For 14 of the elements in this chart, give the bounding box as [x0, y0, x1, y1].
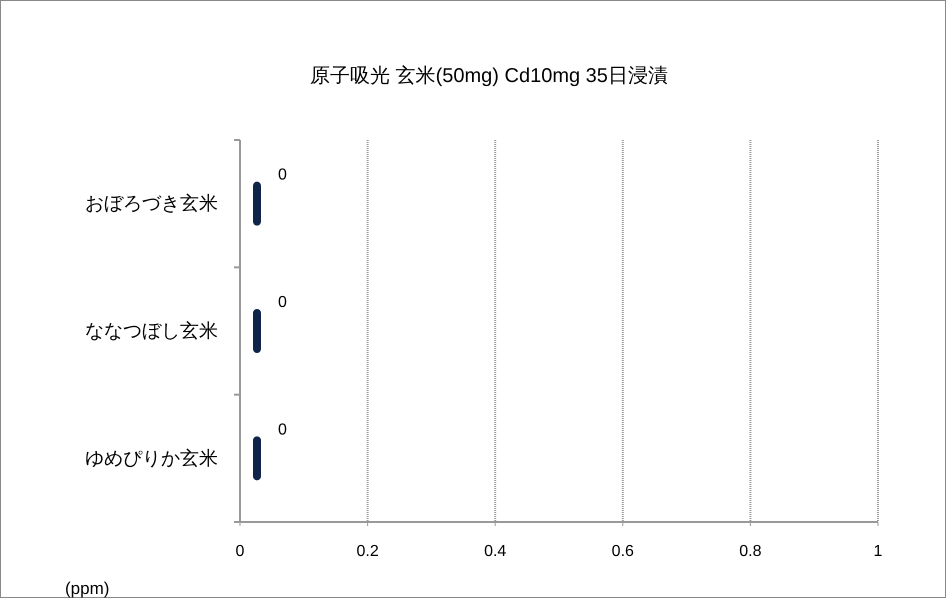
x-tick-label: 0.4 [484, 543, 506, 560]
y-tick-label: おぼろづき玄米 [85, 192, 218, 215]
x-tick-label: 0.2 [356, 543, 379, 560]
data-label: 0 [278, 294, 287, 311]
y-tick-label: ななつぼし玄米 [85, 320, 218, 342]
x-tick-label: 1 [874, 543, 883, 560]
x-tick-label: 0 [236, 543, 245, 560]
y-tick-label: ゆめぴりか玄米 [85, 447, 218, 470]
data-label: 0 [278, 421, 287, 438]
data-label: 0 [278, 166, 287, 184]
x-tick-label: 0.8 [739, 543, 762, 560]
x-axis-title: (ppm) [65, 579, 110, 598]
x-tick-label: 0.6 [612, 543, 634, 560]
chart-title: 原子吸光 玄米(50mg) Cd10mg 35日浸漬 [310, 65, 668, 87]
